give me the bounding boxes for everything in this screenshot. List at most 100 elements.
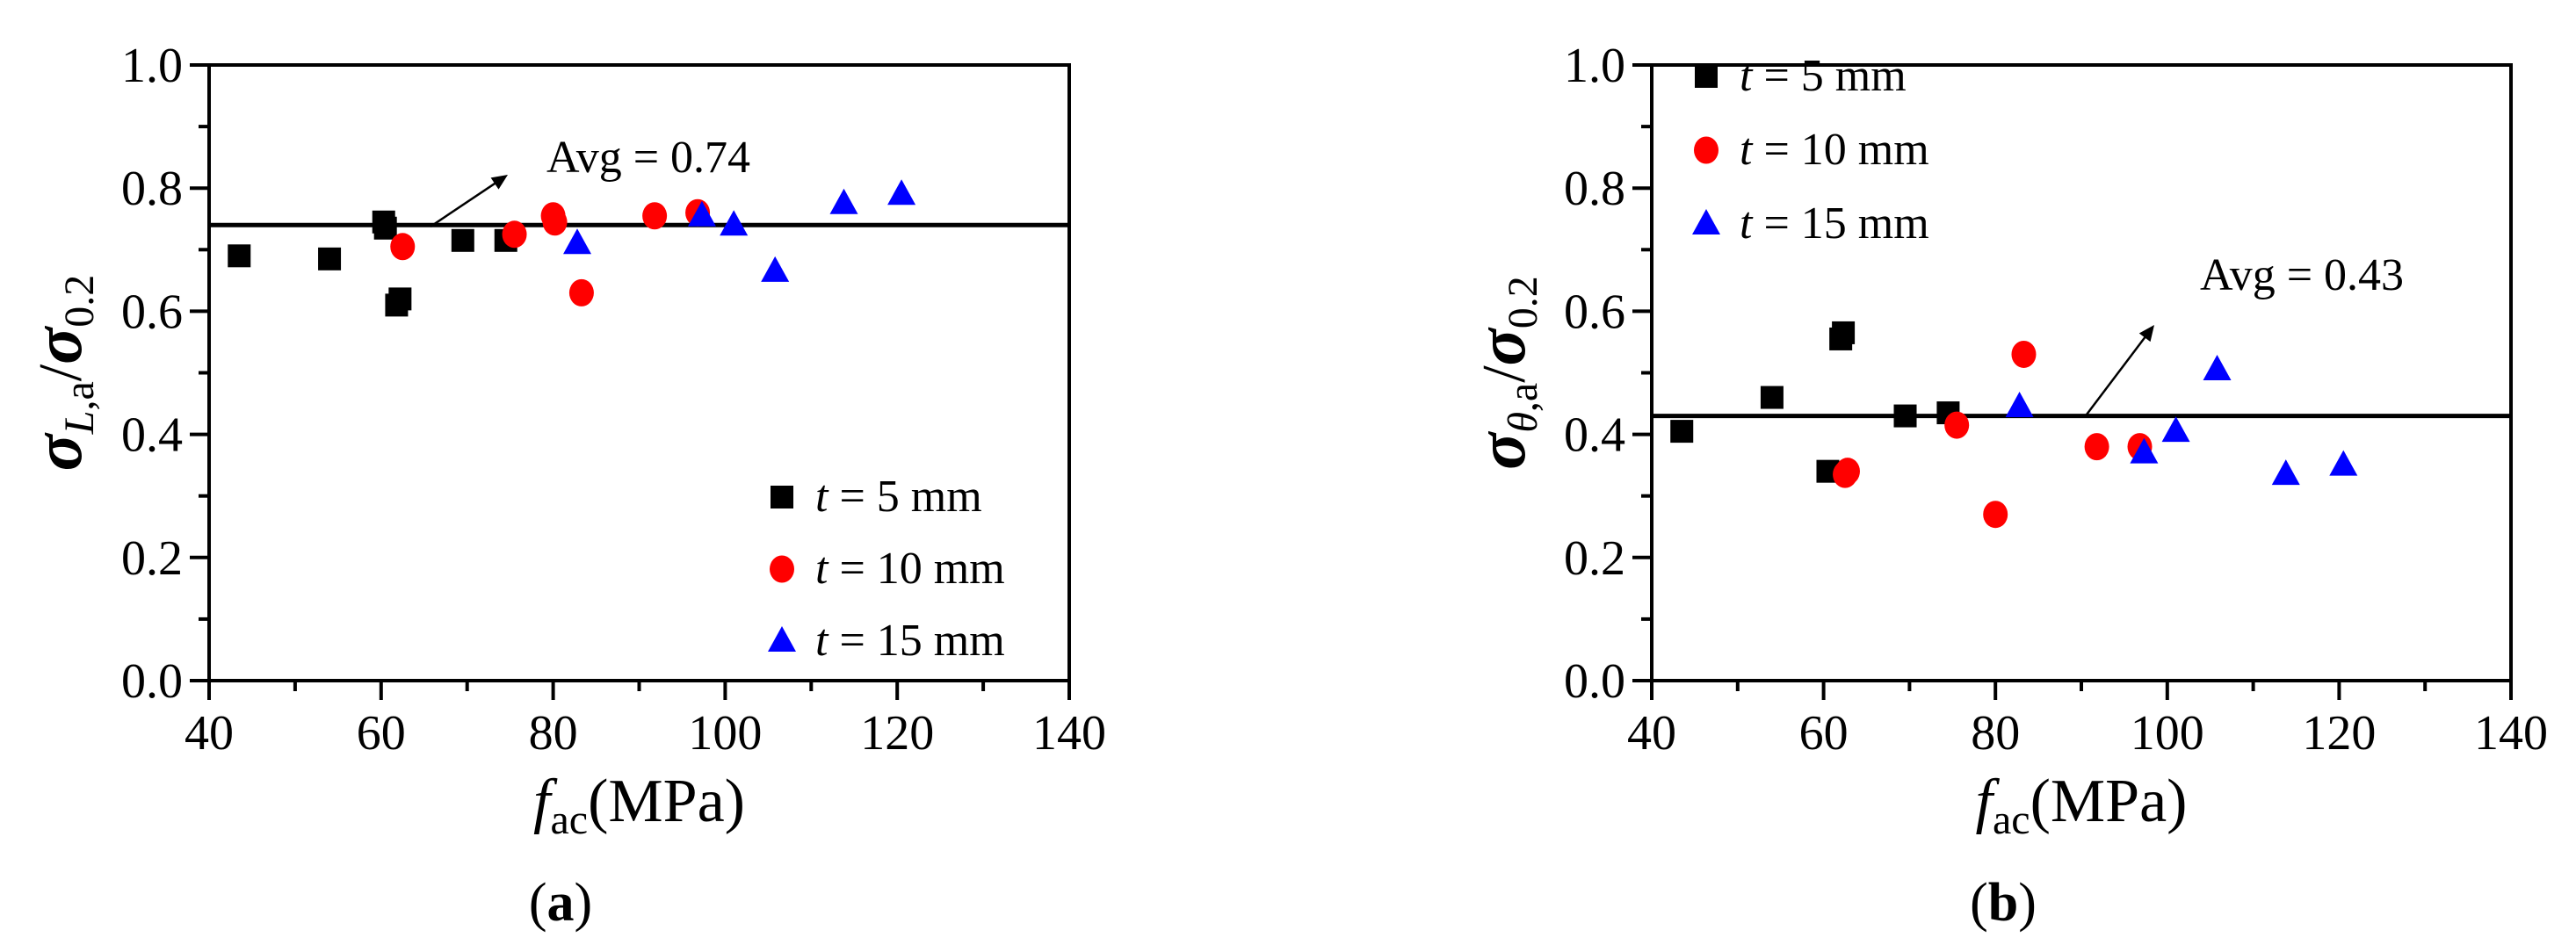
- x-label-unit: (MPa): [2030, 768, 2188, 835]
- legend-var: t: [815, 616, 829, 666]
- y-label-sub: L: [56, 411, 103, 436]
- data-point-triangle: [829, 188, 858, 214]
- annotation-arrowhead: [490, 175, 508, 190]
- data-point-square: [318, 247, 342, 270]
- panel-paren-close: ): [2018, 873, 2037, 933]
- legend-var: t: [1740, 198, 1754, 249]
- legend-entry: t = 10 mm: [815, 544, 1005, 594]
- panel-paren-close: ): [575, 873, 593, 933]
- data-point-circle: [390, 233, 416, 261]
- data-point-circle: [2011, 340, 2037, 368]
- legend-entry: t = 5 mm: [815, 472, 982, 522]
- legend-marker-square: [771, 486, 793, 508]
- x-tick-label: 140: [1032, 706, 1106, 761]
- x-tick-label: 80: [1971, 706, 2020, 761]
- data-point-circle: [1834, 458, 1860, 486]
- legend-entry: t = 10 mm: [1740, 125, 1929, 175]
- x-tick-label: 60: [1799, 706, 1849, 761]
- data-point-square: [1893, 404, 1917, 428]
- legend-rest: = 10 mm: [828, 544, 1004, 594]
- y-tick-label: 0.8: [1564, 162, 1625, 216]
- data-point-triangle: [2130, 437, 2159, 464]
- chart-panel-a: 40 60 80 100 120 140 0.0 0.2 0.4 0.6 0.8 1.0 Avg = 0…: [19, 39, 1106, 933]
- legend-marker-square: [1695, 65, 1718, 88]
- data-point-triangle: [2005, 392, 2034, 418]
- series-0: [1670, 321, 1960, 483]
- y-label-sub-rest: ,a: [1500, 383, 1546, 412]
- y-tick-label: 0.2: [1564, 531, 1625, 586]
- data-point-square: [1832, 321, 1856, 344]
- chart-panel-b: 40 60 80 100 120 140 0.0 0.2 0.4 0.6 0.8 1.0 Avg = 0…: [1463, 39, 2548, 933]
- legend-var: t: [815, 472, 829, 522]
- x-tick-label: 40: [185, 706, 234, 761]
- x-tick-label: 120: [2302, 706, 2376, 761]
- y-label-sigma-denominator: σ: [19, 326, 96, 364]
- panel-paren-open: (: [1970, 873, 1988, 933]
- legend-var: t: [1740, 125, 1754, 175]
- panel-letter: b: [1988, 873, 2018, 933]
- legend-entry: t = 15 mm: [1740, 198, 1929, 249]
- x-tick-label: 100: [2131, 706, 2204, 761]
- y-tick-label: 1.0: [1564, 39, 1625, 93]
- series-2: [563, 179, 916, 282]
- average-annotation: Avg = 0.43: [2200, 250, 2404, 300]
- x-tick-label: 80: [529, 706, 578, 761]
- y-label-sub: θ: [1500, 412, 1546, 433]
- y-tick-label: 0.2: [121, 531, 183, 586]
- y-tick-label: 0.6: [1564, 285, 1625, 339]
- x-tick-label: 60: [357, 706, 406, 761]
- x-axis-label: fac(MPa): [533, 768, 745, 843]
- y-label-sigma: σ: [1463, 431, 1539, 470]
- y-tick-label: 0.8: [121, 162, 183, 216]
- annotation-arrow: [2086, 334, 2148, 415]
- x-label-sub: ac: [550, 797, 588, 843]
- average-annotation: Avg = 0.74: [546, 133, 750, 183]
- y-axis-label: σL,a/σ0.2: [19, 275, 103, 472]
- data-point-square: [1760, 386, 1784, 409]
- panel-letter: a: [547, 873, 575, 933]
- y-tick-label: 0.0: [1564, 654, 1625, 709]
- data-point-triangle: [2271, 459, 2300, 486]
- data-point-circle: [1983, 501, 2008, 529]
- y-tick-label: 0.6: [121, 285, 183, 339]
- data-point-circle: [1944, 411, 1970, 439]
- x-tick-label: 120: [860, 706, 934, 761]
- series-2: [2005, 354, 2358, 486]
- x-label-unit: (MPa): [588, 768, 745, 835]
- y-label-denom-sub: 0.2: [1500, 276, 1546, 328]
- legend-rest: = 10 mm: [1752, 125, 1928, 175]
- legend-var: t: [815, 544, 829, 594]
- legend-rest: = 15 mm: [828, 616, 1004, 666]
- y-tick-label: 0.0: [121, 654, 183, 709]
- data-point-square: [1670, 420, 1694, 444]
- legend-rest: = 5 mm: [1752, 51, 1906, 101]
- data-point-triangle: [563, 228, 592, 255]
- y-axis-label: σθ,a/σ0.2: [1463, 276, 1546, 469]
- series-1: [390, 198, 711, 307]
- legend-entry: t = 5 mm: [1740, 51, 1907, 101]
- legend: t = 5 mm t = 10 mm t = 15 mm: [1692, 51, 1929, 249]
- annotation-arrowhead: [2138, 325, 2154, 343]
- y-label-sub-rest: ,a: [56, 381, 103, 410]
- data-point-square: [228, 244, 251, 268]
- data-point-triangle: [2203, 354, 2232, 380]
- data-point-circle: [2084, 433, 2109, 461]
- data-point-circle: [642, 202, 668, 230]
- y-label-slash: /: [27, 364, 95, 381]
- data-point-circle: [542, 208, 568, 236]
- x-axis-label: fac(MPa): [1976, 768, 2188, 843]
- legend-marker-triangle: [1692, 209, 1720, 234]
- data-point-triangle: [2329, 450, 2358, 476]
- y-label-slash: /: [1471, 365, 1538, 383]
- series-1: [1833, 340, 2153, 529]
- legend-marker-circle: [770, 555, 794, 583]
- legend-rest: = 5 mm: [828, 472, 981, 522]
- data-point-triangle: [720, 210, 749, 236]
- data-point-circle: [502, 220, 527, 249]
- y-tick-label: 0.4: [121, 408, 183, 463]
- legend-entry: t = 15 mm: [815, 616, 1005, 666]
- x-tick-label: 40: [1627, 706, 1676, 761]
- data-point-square: [373, 216, 397, 240]
- legend: t = 5 mmt = 10 mmt = 15 mm: [768, 472, 1005, 666]
